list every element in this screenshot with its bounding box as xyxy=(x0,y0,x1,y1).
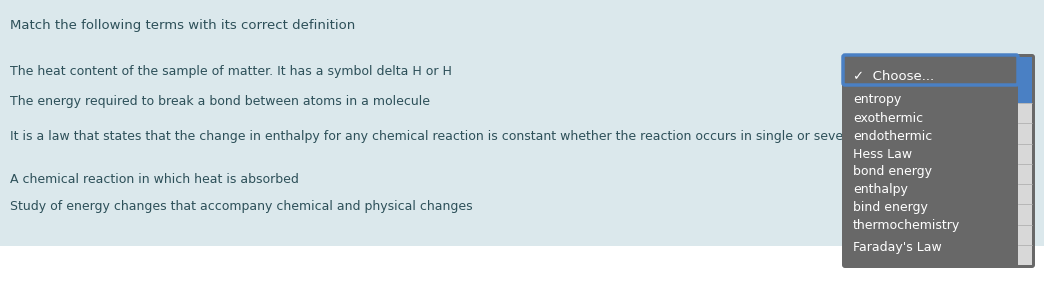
Text: It is a law that states that the change in enthalpy for any chemical reaction is: It is a law that states that the change … xyxy=(10,130,897,143)
Text: bind energy: bind energy xyxy=(853,201,928,215)
Text: ✓  Choose...: ✓ Choose... xyxy=(853,70,934,82)
FancyBboxPatch shape xyxy=(843,54,1035,268)
Text: Hess Law: Hess Law xyxy=(853,148,912,160)
Text: entropy: entropy xyxy=(853,93,901,107)
Text: endothermic: endothermic xyxy=(853,129,932,142)
FancyBboxPatch shape xyxy=(843,55,1018,85)
Text: thermochemistry: thermochemistry xyxy=(853,219,960,233)
Bar xyxy=(1018,57,1033,265)
Text: exothermic: exothermic xyxy=(853,111,923,125)
Bar xyxy=(1018,57,1033,103)
Text: A chemical reaction in which heat is absorbed: A chemical reaction in which heat is abs… xyxy=(10,173,299,186)
Text: Match the following terms with its correct definition: Match the following terms with its corre… xyxy=(10,19,355,32)
Text: The heat content of the sample of matter. It has a symbol delta H or H: The heat content of the sample of matter… xyxy=(10,65,452,78)
Text: bond energy: bond energy xyxy=(853,166,932,178)
Text: The energy required to break a bond between atoms in a molecule: The energy required to break a bond betw… xyxy=(10,95,430,108)
Bar xyxy=(0,246,1044,285)
Text: enthalpy: enthalpy xyxy=(853,184,908,196)
Text: Faraday's Law: Faraday's Law xyxy=(853,241,942,255)
Text: Study of energy changes that accompany chemical and physical changes: Study of energy changes that accompany c… xyxy=(10,200,473,213)
